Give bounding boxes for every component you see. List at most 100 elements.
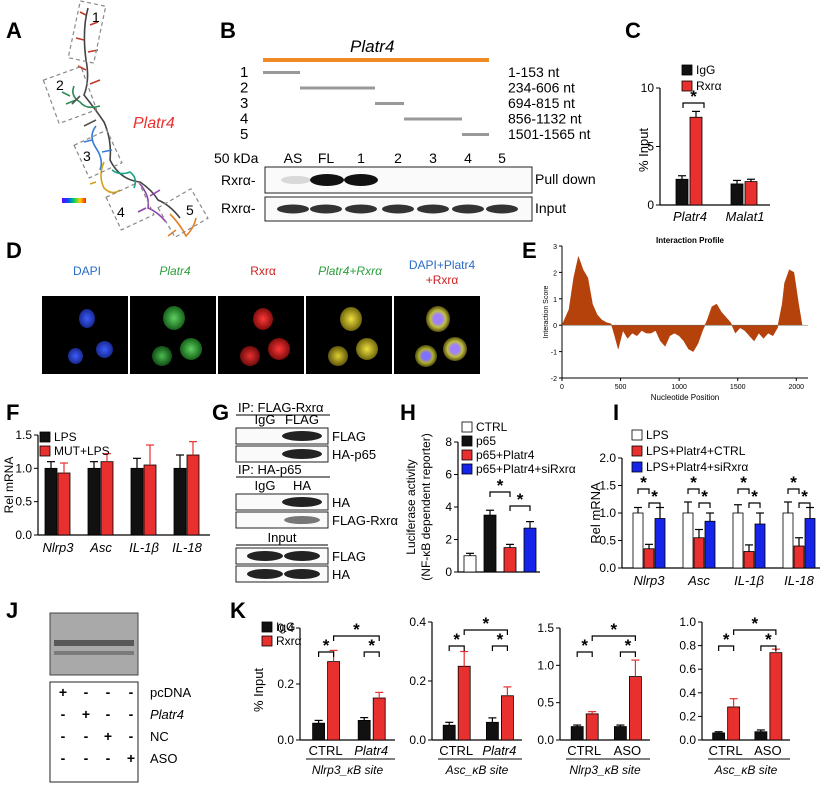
j-row-label: NC xyxy=(150,729,169,744)
k3-ytick-label: 0.4 xyxy=(679,686,696,700)
box-label-4: 4 xyxy=(117,204,125,220)
i-bar xyxy=(743,551,755,569)
f-category: Nlrp3 xyxy=(42,540,74,555)
k3-bar xyxy=(727,706,741,741)
f-bar xyxy=(173,467,187,536)
j-row-label: pcDNA xyxy=(150,685,192,700)
f-bar xyxy=(186,454,200,536)
fragment-range: 694-815 nt xyxy=(508,95,575,111)
c-bracket xyxy=(682,102,705,108)
f-bar xyxy=(57,472,71,536)
c-ytick-label: 5 xyxy=(647,140,654,154)
f-ytick-label: 0.0 xyxy=(15,528,32,542)
k2-b-sig: * xyxy=(625,636,632,655)
k3-xlabel: Asc_κB site xyxy=(714,763,778,777)
k1-c-sig: * xyxy=(482,614,489,633)
k3-a-sig: * xyxy=(723,630,730,649)
chart-f: 0.0 0.5 1.0 1.5 Nlrp3 Asc IL-1β IL-18 Rel mRNA LP… xyxy=(2,428,210,555)
k1-bar xyxy=(485,721,499,741)
k3-c-sig: * xyxy=(751,614,758,633)
i-bar xyxy=(793,545,805,569)
panel-label-f: F xyxy=(6,400,19,425)
i-2-b-bracket xyxy=(748,502,761,508)
lane-label: 4 xyxy=(464,150,472,166)
h-legend-p65-platr4-sirxra-label: p65+Platr4+siRxrα xyxy=(476,462,576,476)
i-ytick-label: 1.0 xyxy=(599,506,616,520)
i-category: Nlrp3 xyxy=(633,573,665,588)
g-band-flag xyxy=(282,431,322,441)
k1-a-bracket xyxy=(448,645,465,651)
j-mark: - xyxy=(61,728,66,744)
i-0-b-sig: * xyxy=(651,487,658,506)
g-row-input-flag: FLAG xyxy=(332,549,366,564)
k0-ytick-label: 0.2 xyxy=(277,677,294,691)
fragment-bar xyxy=(375,102,404,105)
band-1 xyxy=(344,174,378,186)
i-category: Asc xyxy=(687,573,710,588)
c-ylabel: % Input xyxy=(636,128,651,172)
e-xtick-label: 1000 xyxy=(671,384,687,391)
input-protein: Rxrα- xyxy=(221,200,256,216)
g-band-input-ha-2 xyxy=(284,569,320,579)
f-legend-mut-swatch xyxy=(39,445,51,457)
i-bar xyxy=(654,518,666,569)
i-legend-sirxra-swatch xyxy=(631,461,643,473)
e-ylabel: Interaction Score xyxy=(543,285,550,338)
k3-ytick-label: 0.6 xyxy=(679,662,696,676)
j-mark: - xyxy=(106,750,111,766)
h-legend-ctrl-swatch xyxy=(461,421,473,433)
lane-label: 1 xyxy=(357,150,365,166)
k0-bar xyxy=(372,697,386,741)
fragment-number: 5 xyxy=(240,126,248,143)
interaction-profile-title: Interaction Profile xyxy=(655,236,724,245)
heading-rxra: Rxrα xyxy=(250,264,276,278)
e-ytick-label: 0 xyxy=(553,323,557,330)
j-mark: - xyxy=(61,750,66,766)
lane-label: 3 xyxy=(429,150,437,166)
g-band-input-flag-2 xyxy=(284,551,320,561)
input-band xyxy=(417,204,449,214)
i-bar xyxy=(643,548,655,569)
j-band-upper xyxy=(54,640,134,646)
c-legend-igg-swatch xyxy=(681,64,693,76)
f-bar xyxy=(44,467,58,536)
fragment-bar xyxy=(404,117,462,121)
f-ytick-label: 0.5 xyxy=(15,495,32,509)
chart-h: 0 2 4 6 8 * * Luciferase activity (NF-κB depende… xyxy=(404,420,576,581)
k2-ytick-label: 0.5 xyxy=(537,696,554,710)
h-1-sig: * xyxy=(497,476,504,495)
e-xtick-label: 500 xyxy=(615,384,627,391)
i-1-b-bracket xyxy=(698,502,711,508)
g-lane-igg-1: IgG xyxy=(255,412,276,427)
panel-label-a: A xyxy=(6,18,22,43)
f-legend-lps-swatch xyxy=(39,431,51,443)
panel-label-b: B xyxy=(220,18,236,43)
full-length-bar xyxy=(263,58,489,62)
k2-ytick-label: 1.5 xyxy=(537,621,554,635)
e-area xyxy=(561,255,803,352)
i-3-a-sig: * xyxy=(790,473,797,492)
k2-category: ASO xyxy=(614,743,641,758)
i-ylabel: Rel mRNA xyxy=(588,482,603,544)
panel-label-e: E xyxy=(522,238,537,263)
c-category: Malat1 xyxy=(725,209,764,224)
fragment-range: 234-606 nt xyxy=(508,80,575,96)
heading-platr4: Platr4 xyxy=(159,264,191,278)
e-xtick-label: 0 xyxy=(560,384,564,391)
i-2-b-sig: * xyxy=(751,487,758,506)
k0-xlabel: Nlrp3_κB site xyxy=(312,763,384,777)
h-ytick-label: 4 xyxy=(445,500,452,514)
h-2-sig: * xyxy=(517,490,524,509)
band-as xyxy=(281,176,311,184)
i-bar xyxy=(754,523,766,569)
i-1-b-sig: * xyxy=(701,487,708,506)
input-bands xyxy=(277,204,518,214)
i-0-a-bracket xyxy=(637,488,650,494)
k2-category: CTRL xyxy=(567,743,601,758)
h-legend-p65-label: p65 xyxy=(476,434,496,448)
k1-ytick-label: 0.2 xyxy=(409,674,426,688)
e-xtick-label: 1500 xyxy=(730,384,746,391)
i-0-a-sig: * xyxy=(640,473,647,492)
k3-ytick-label: 0.8 xyxy=(679,639,696,653)
j-mark: - xyxy=(84,684,89,700)
